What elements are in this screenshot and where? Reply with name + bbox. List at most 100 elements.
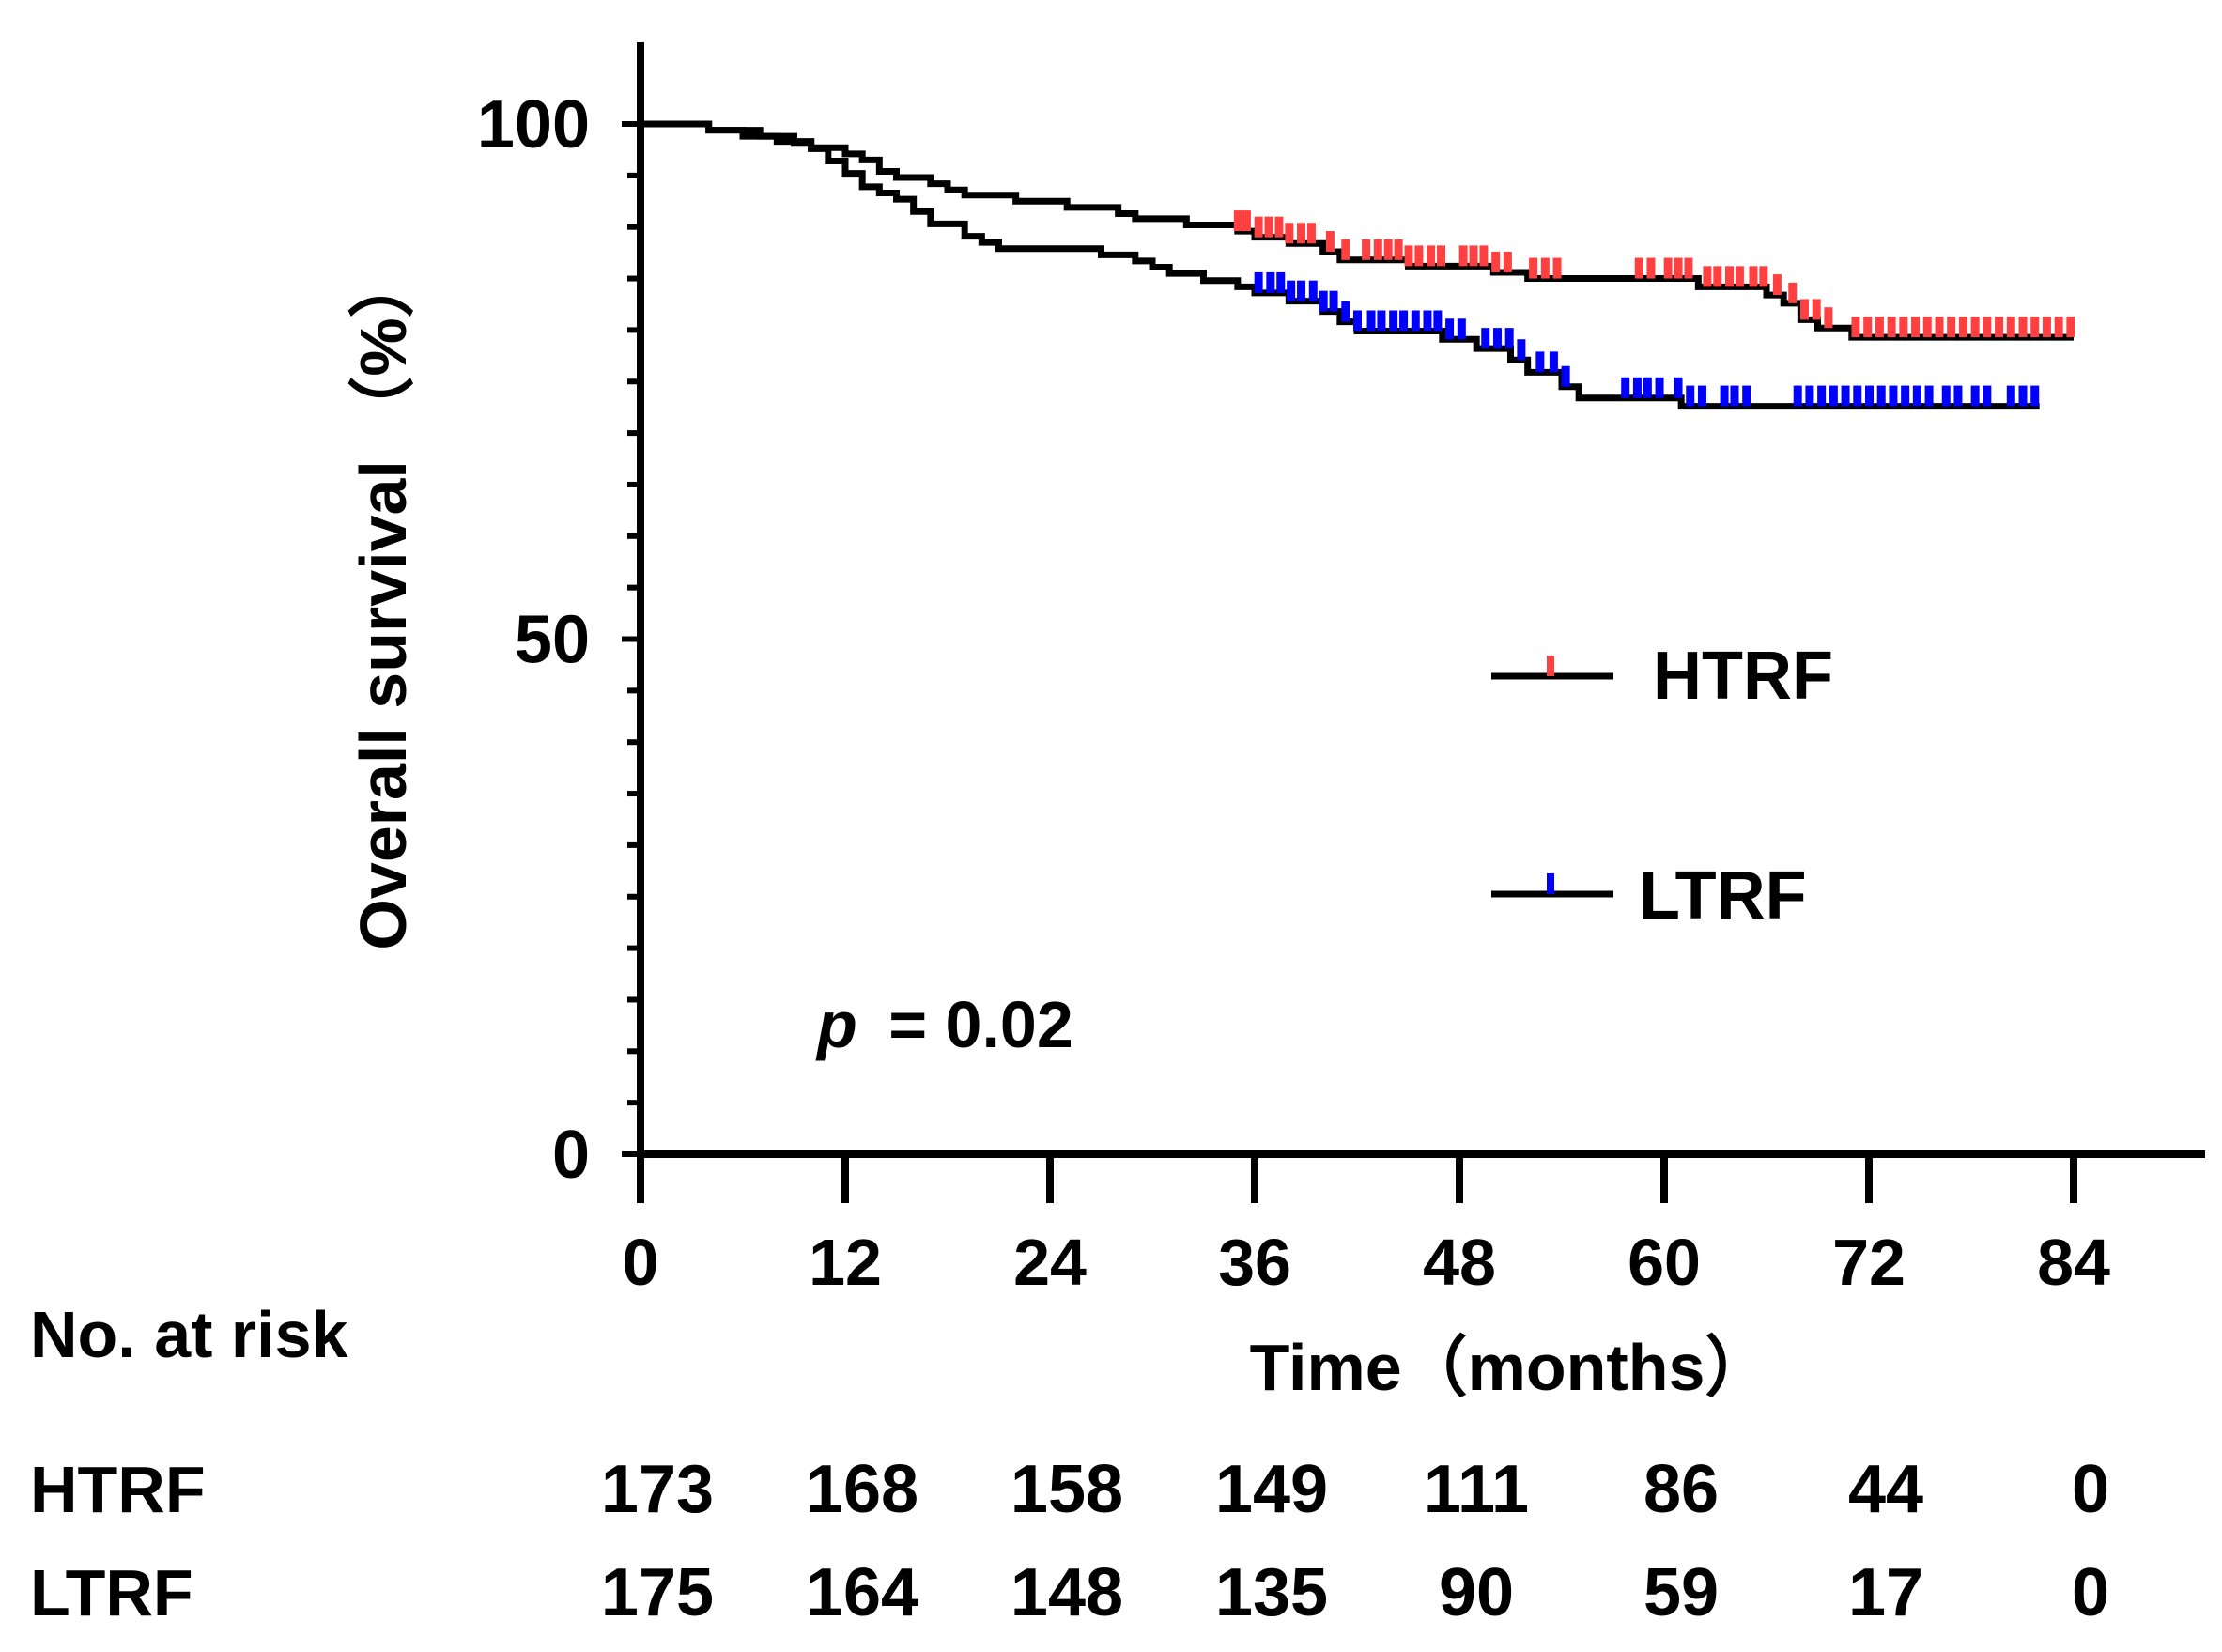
- censor-mark-ltrf: [1411, 310, 1420, 332]
- risk-value: 0: [2072, 1452, 2109, 1527]
- censor-mark-ltrf: [1297, 280, 1306, 301]
- series-ltrf: [640, 120, 2040, 410]
- censor-mark-ltrf: [1912, 385, 1921, 407]
- censor-mark-htrf: [1799, 299, 1809, 320]
- censor-mark-htrf: [1503, 251, 1512, 272]
- censor-mark-htrf: [1383, 239, 1393, 260]
- censor-mark-ltrf: [1941, 385, 1951, 407]
- x-tick-label: 60: [1628, 1226, 1701, 1299]
- censor-mark-ltrf: [1353, 310, 1362, 332]
- censor-mark-ltrf: [1643, 377, 1652, 398]
- censor-mark-ltrf: [1492, 328, 1502, 349]
- legend-label-htrf: HTRF: [1653, 639, 1833, 714]
- p-value-annotation: p = 0.02: [815, 988, 1073, 1061]
- censor-mark-ltrf: [1308, 280, 1318, 301]
- censor-mark-htrf: [1274, 216, 1284, 238]
- censor-mark-htrf: [1254, 216, 1263, 238]
- censor-mark-htrf: [1935, 317, 1944, 338]
- censor-mark-htrf: [1469, 245, 1478, 267]
- x-axis-ticks: 0 12 24 36 48 60 72 84: [623, 1154, 2110, 1299]
- censor-mark-htrf: [2018, 317, 2028, 338]
- censor-mark-htrf: [1285, 223, 1294, 244]
- censor-mark-ltrf: [1730, 385, 1739, 407]
- censor-mark-ltrf: [1366, 310, 1376, 332]
- censor-mark-htrf: [1875, 317, 1884, 338]
- risk-value: 149: [1215, 1452, 1328, 1527]
- censor-mark-htrf: [1703, 266, 1712, 287]
- censor-mark-ltrf: [1829, 385, 1838, 407]
- censor-mark-htrf: [1812, 299, 1821, 320]
- censor-mark-htrf: [1725, 266, 1735, 287]
- risk-row-label-htrf: HTRF: [30, 1453, 206, 1526]
- censor-mark-ltrf: [1549, 351, 1558, 373]
- censor-mark-ltrf: [1889, 385, 1898, 407]
- censor-mark-htrf: [1552, 257, 1562, 279]
- censor-mark-htrf: [1970, 317, 1980, 338]
- risk-value: 168: [806, 1452, 918, 1527]
- censor-mark-htrf: [2054, 317, 2063, 338]
- censor-mark-htrf: [1922, 317, 1932, 338]
- censor-mark-htrf: [1772, 274, 1782, 296]
- censor-mark-htrf: [1663, 257, 1673, 279]
- legend-item-htrf: HTRF: [1491, 639, 1833, 714]
- censor-mark-htrf: [1646, 257, 1656, 279]
- censor-mark-ltrf: [1389, 310, 1398, 332]
- censor-mark-htrf: [1306, 223, 1316, 244]
- censor-mark-ltrf: [1287, 280, 1296, 301]
- x-tick-label: 24: [1013, 1226, 1087, 1299]
- x-tick-label: 48: [1423, 1226, 1496, 1299]
- censor-mark-htrf: [1362, 239, 1371, 260]
- legend: HTRF LTRF: [1491, 639, 1833, 934]
- censor-mark-ltrf: [1865, 385, 1874, 407]
- censor-mark-ltrf: [1621, 377, 1630, 398]
- censor-mark-ltrf: [1841, 385, 1850, 407]
- censor-mark-htrf: [2006, 317, 2015, 338]
- censor-mark-ltrf: [1876, 385, 1886, 407]
- censor-mark-htrf: [1404, 245, 1413, 267]
- censor-mark-ltrf: [1686, 385, 1695, 407]
- censor-mark-htrf: [1414, 245, 1424, 267]
- censor-mark-htrf: [1788, 282, 1798, 303]
- risk-table: No. at risk HTRF LTRF 173 168 158 149 111 86 4…: [30, 1298, 2109, 1630]
- risk-value: 86: [1643, 1452, 1719, 1527]
- censor-mark-ltrf: [1655, 377, 1664, 398]
- censor-mark-htrf: [1735, 266, 1744, 287]
- censor-mark-ltrf: [1481, 328, 1490, 349]
- censor-mark-htrf: [1325, 231, 1335, 253]
- censor-mark-htrf: [1437, 245, 1446, 267]
- censor-mark-ltrf: [1983, 385, 1992, 407]
- censor-mark-htrf: [1947, 317, 1956, 338]
- censor-mark-ltrf: [1457, 318, 1466, 340]
- risk-value: 111: [1424, 1452, 1529, 1527]
- censor-mark-ltrf: [1423, 310, 1432, 332]
- censor-mark-htrf: [1824, 307, 1833, 329]
- censor-mark-htrf: [1242, 210, 1251, 232]
- censor-mark-ltrf: [1632, 377, 1642, 398]
- censor-mark-ltrf: [1697, 385, 1706, 407]
- censor-mark-htrf: [1540, 257, 1550, 279]
- censor-mark-htrf: [1264, 216, 1273, 238]
- x-tick-label: 84: [2037, 1226, 2110, 1299]
- censor-mark-htrf: [1749, 266, 1758, 287]
- censor-mark-htrf: [1863, 317, 1873, 338]
- censor-mark-ltrf: [1399, 310, 1409, 332]
- censor-mark-htrf: [1713, 266, 1722, 287]
- censor-mark-ltrf: [1535, 351, 1545, 373]
- censor-mark-htrf: [1373, 239, 1382, 260]
- risk-value: 164: [806, 1555, 918, 1630]
- survival-curve-ltrf: [640, 120, 2040, 410]
- censor-mark-ltrf: [1504, 328, 1514, 349]
- censor-mark-htrf: [1479, 245, 1489, 267]
- p-value-text: = 0.02: [888, 988, 1073, 1061]
- x-axis-label: Time（months）: [1250, 1331, 1771, 1404]
- censor-mark-htrf: [1851, 317, 1860, 338]
- p-value-symbol: p: [815, 988, 857, 1061]
- risk-value: 173: [601, 1452, 714, 1527]
- censor-mark-ltrf: [1853, 385, 1862, 407]
- censor-mark-ltrf: [1674, 377, 1683, 398]
- censor-mark-htrf: [1983, 317, 1992, 338]
- censor-mark-htrf: [1759, 266, 1768, 287]
- censor-mark-ltrf: [1266, 271, 1275, 293]
- survival-curve-htrf: [640, 120, 2074, 341]
- censor-mark-htrf: [1684, 257, 1693, 279]
